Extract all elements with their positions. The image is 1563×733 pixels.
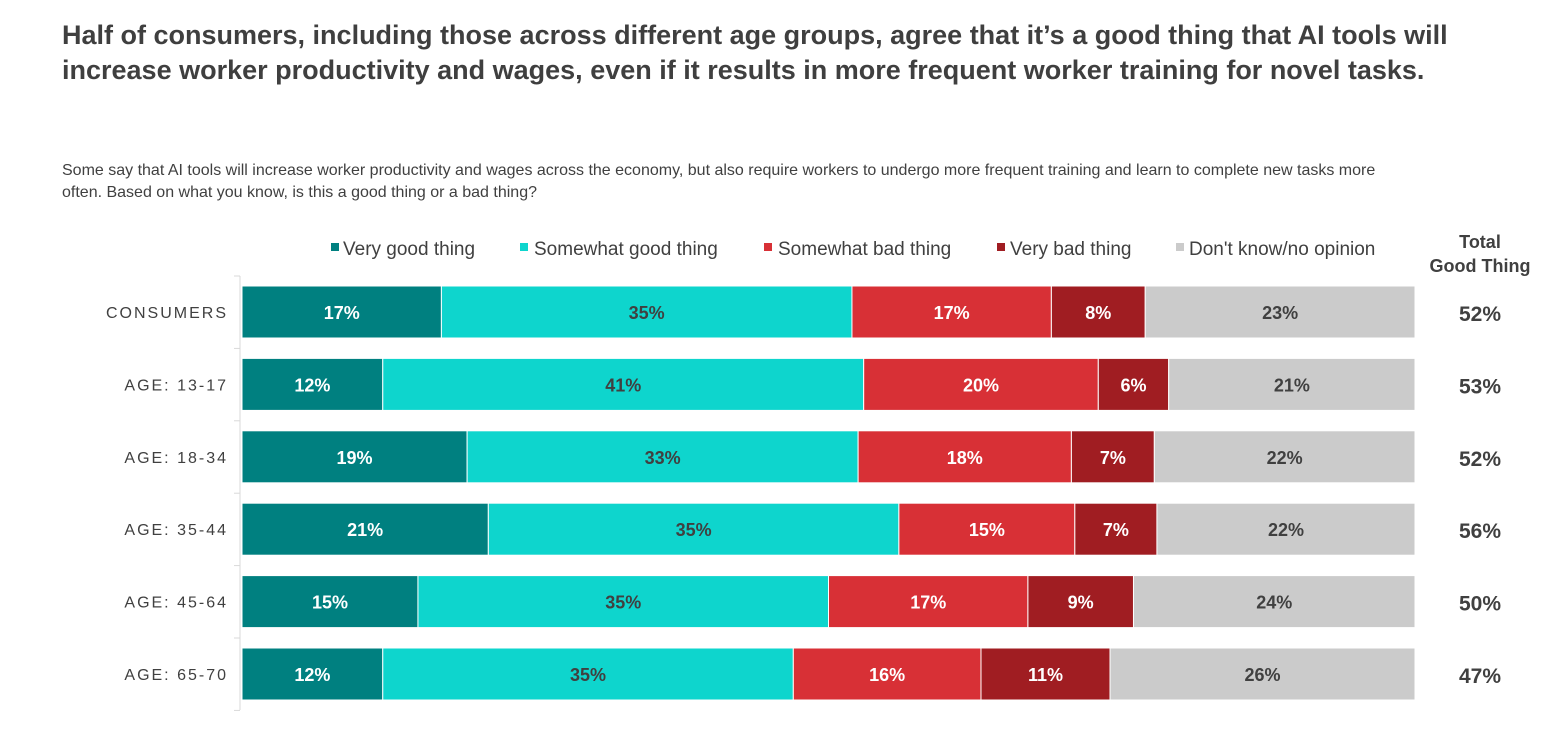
data-label-very-good-thing-age-65-70: 12% — [294, 665, 330, 685]
bar-don-t-know-no-opinion-age-13-17 — [1168, 357, 1416, 411]
data-label-very-good-thing-age-13-17: 12% — [294, 375, 330, 395]
legend-label-don-t-know-no-opinion: Don't know/no opinion — [1189, 239, 1375, 260]
bar-somewhat-bad-thing-consumers — [851, 285, 1052, 339]
data-label-somewhat-good-thing-consumers: 35% — [629, 303, 665, 323]
legend-swatch-somewhat-bad-thing — [764, 243, 772, 251]
legend-item-very-good-thing: Very good thing — [331, 239, 475, 260]
legend-item-somewhat-bad-thing: Somewhat bad thing — [764, 239, 951, 260]
bar-row-age-45-64: 15% 35% 17% 9% 24% — [241, 575, 1416, 629]
legend-label-somewhat-good-thing: Somewhat good thing — [534, 239, 718, 260]
category-label-age-65-70: AGE: 65-70 — [124, 667, 228, 684]
bar-very-good-thing-age-35-44 — [241, 502, 489, 556]
bar-very-bad-thing-age-35-44 — [1074, 502, 1158, 556]
bar-very-good-thing-age-13-17 — [241, 357, 384, 411]
bar-row-age-35-44: 21% 35% 15% 7% 22% — [241, 502, 1416, 556]
total-header-line-1: Total — [1459, 232, 1501, 252]
bar-somewhat-good-thing-age-35-44 — [487, 502, 900, 556]
total-value-age-45-64: 50% — [1459, 593, 1501, 616]
data-label-don-t-know-no-opinion-consumers: 23% — [1262, 303, 1298, 323]
legend-swatch-very-good-thing — [331, 243, 339, 251]
total-good-thing-column: Total Good Thing 52% 53% 52% 56% 50% 47% — [1430, 232, 1531, 688]
bar-somewhat-bad-thing-age-18-34 — [857, 430, 1072, 484]
legend-label-very-good-thing: Very good thing — [343, 239, 475, 260]
bar-don-t-know-no-opinion-age-18-34 — [1153, 430, 1416, 484]
legend-item-somewhat-good-thing: Somewhat good thing — [520, 239, 718, 260]
data-label-very-good-thing-age-45-64: 15% — [312, 593, 348, 613]
legend-label-somewhat-bad-thing: Somewhat bad thing — [778, 239, 951, 260]
legend-swatch-don-t-know-no-opinion — [1176, 243, 1184, 251]
category-label-age-45-64: AGE: 45-64 — [124, 595, 228, 612]
bar-don-t-know-no-opinion-age-65-70 — [1109, 647, 1416, 701]
data-label-very-bad-thing-age-45-64: 9% — [1068, 593, 1094, 613]
category-axis: CONSUMERS AGE: 13-17 AGE: 18-34 AGE: 35-44 A… — [106, 275, 241, 711]
data-label-don-t-know-no-opinion-age-65-70: 26% — [1244, 665, 1280, 685]
data-label-very-bad-thing-age-65-70: 11% — [1028, 665, 1063, 685]
data-label-very-good-thing-age-35-44: 21% — [347, 520, 383, 540]
total-value-age-13-17: 53% — [1459, 375, 1501, 398]
data-label-somewhat-bad-thing-age-18-34: 18% — [947, 448, 983, 468]
bar-somewhat-bad-thing-age-45-64 — [828, 575, 1029, 629]
chart-title: Half of consumers, including those acros… — [62, 20, 1448, 85]
data-label-somewhat-good-thing-age-13-17: 41% — [605, 375, 641, 395]
data-label-very-good-thing-consumers: 17% — [324, 303, 360, 323]
data-label-very-bad-thing-age-13-17: 6% — [1120, 375, 1146, 395]
bar-very-bad-thing-age-45-64 — [1027, 575, 1134, 629]
bar-somewhat-bad-thing-age-13-17 — [863, 357, 1099, 411]
category-label-age-35-44: AGE: 35-44 — [124, 522, 228, 539]
data-label-somewhat-bad-thing-age-45-64: 17% — [910, 593, 946, 613]
bar-very-bad-thing-age-13-17 — [1097, 357, 1170, 411]
bar-somewhat-good-thing-age-65-70 — [382, 647, 794, 701]
total-value-consumers: 52% — [1459, 303, 1501, 326]
bar-very-good-thing-age-45-64 — [241, 575, 419, 629]
data-label-very-bad-thing-consumers: 8% — [1085, 303, 1111, 323]
data-label-somewhat-good-thing-age-65-70: 35% — [570, 665, 606, 685]
data-label-somewhat-bad-thing-consumers: 17% — [934, 303, 970, 323]
bar-don-t-know-no-opinion-consumers — [1144, 285, 1416, 339]
legend-item-very-bad-thing: Very bad thing — [997, 239, 1131, 260]
bar-row-consumers: 17% 35% 17% 8% 23% — [241, 285, 1416, 339]
data-label-somewhat-good-thing-age-35-44: 35% — [676, 520, 712, 540]
total-value-age-18-34: 52% — [1459, 448, 1501, 471]
total-header-line-2: Good Thing — [1430, 256, 1531, 276]
bar-somewhat-good-thing-consumers — [440, 285, 853, 339]
data-label-somewhat-good-thing-age-45-64: 35% — [605, 593, 641, 613]
bar-somewhat-good-thing-age-18-34 — [466, 430, 859, 484]
data-label-somewhat-bad-thing-age-65-70: 16% — [869, 665, 905, 685]
legend-label-very-bad-thing: Very bad thing — [1010, 239, 1131, 260]
data-label-don-t-know-no-opinion-age-18-34: 22% — [1267, 448, 1303, 468]
category-label-age-18-34: AGE: 18-34 — [124, 450, 228, 467]
data-label-somewhat-bad-thing-age-35-44: 15% — [969, 520, 1005, 540]
total-value-age-35-44: 56% — [1459, 520, 1501, 543]
bar-very-bad-thing-consumers — [1050, 285, 1146, 339]
category-label-age-13-17: AGE: 13-17 — [124, 377, 228, 394]
bar-somewhat-bad-thing-age-35-44 — [898, 502, 1076, 556]
bar-don-t-know-no-opinion-age-45-64 — [1132, 575, 1416, 629]
data-label-don-t-know-no-opinion-age-45-64: 24% — [1256, 593, 1292, 613]
bar-row-age-65-70: 12% 35% 16% 11% 26% — [241, 647, 1416, 701]
legend-swatch-very-bad-thing — [997, 243, 1005, 251]
data-label-very-bad-thing-age-35-44: 7% — [1103, 520, 1129, 540]
category-label-consumers: CONSUMERS — [106, 305, 228, 322]
data-label-somewhat-good-thing-age-18-34: 33% — [645, 448, 681, 468]
data-label-somewhat-bad-thing-age-13-17: 20% — [963, 375, 999, 395]
bar-very-good-thing-consumers — [241, 285, 442, 339]
data-label-very-good-thing-age-18-34: 19% — [337, 448, 373, 468]
bar-don-t-know-no-opinion-age-35-44 — [1156, 502, 1416, 556]
bar-very-bad-thing-age-18-34 — [1070, 430, 1155, 484]
bar-row-age-18-34: 19% 33% 18% 7% 22% — [241, 430, 1416, 484]
legend-swatch-somewhat-good-thing — [520, 243, 528, 251]
bars: 17% 35% 17% 8% 23%12% 41% 20% 6% 21%19% 33% 18% 7% 2… — [241, 285, 1416, 701]
data-label-very-bad-thing-age-18-34: 7% — [1100, 448, 1126, 468]
bar-row-age-13-17: 12% 41% 20% 6% 21% — [241, 357, 1416, 411]
chart-subtitle: Some say that AI tools will increase wor… — [62, 162, 1376, 201]
total-value-age-65-70: 47% — [1459, 665, 1501, 688]
data-label-don-t-know-no-opinion-age-35-44: 22% — [1268, 520, 1304, 540]
data-label-don-t-know-no-opinion-age-13-17: 21% — [1274, 375, 1310, 395]
legend-item-don-t-know-no-opinion: Don't know/no opinion — [1176, 239, 1375, 260]
legend: Very good thing Somewhat good thing Somewh… — [331, 239, 1375, 260]
